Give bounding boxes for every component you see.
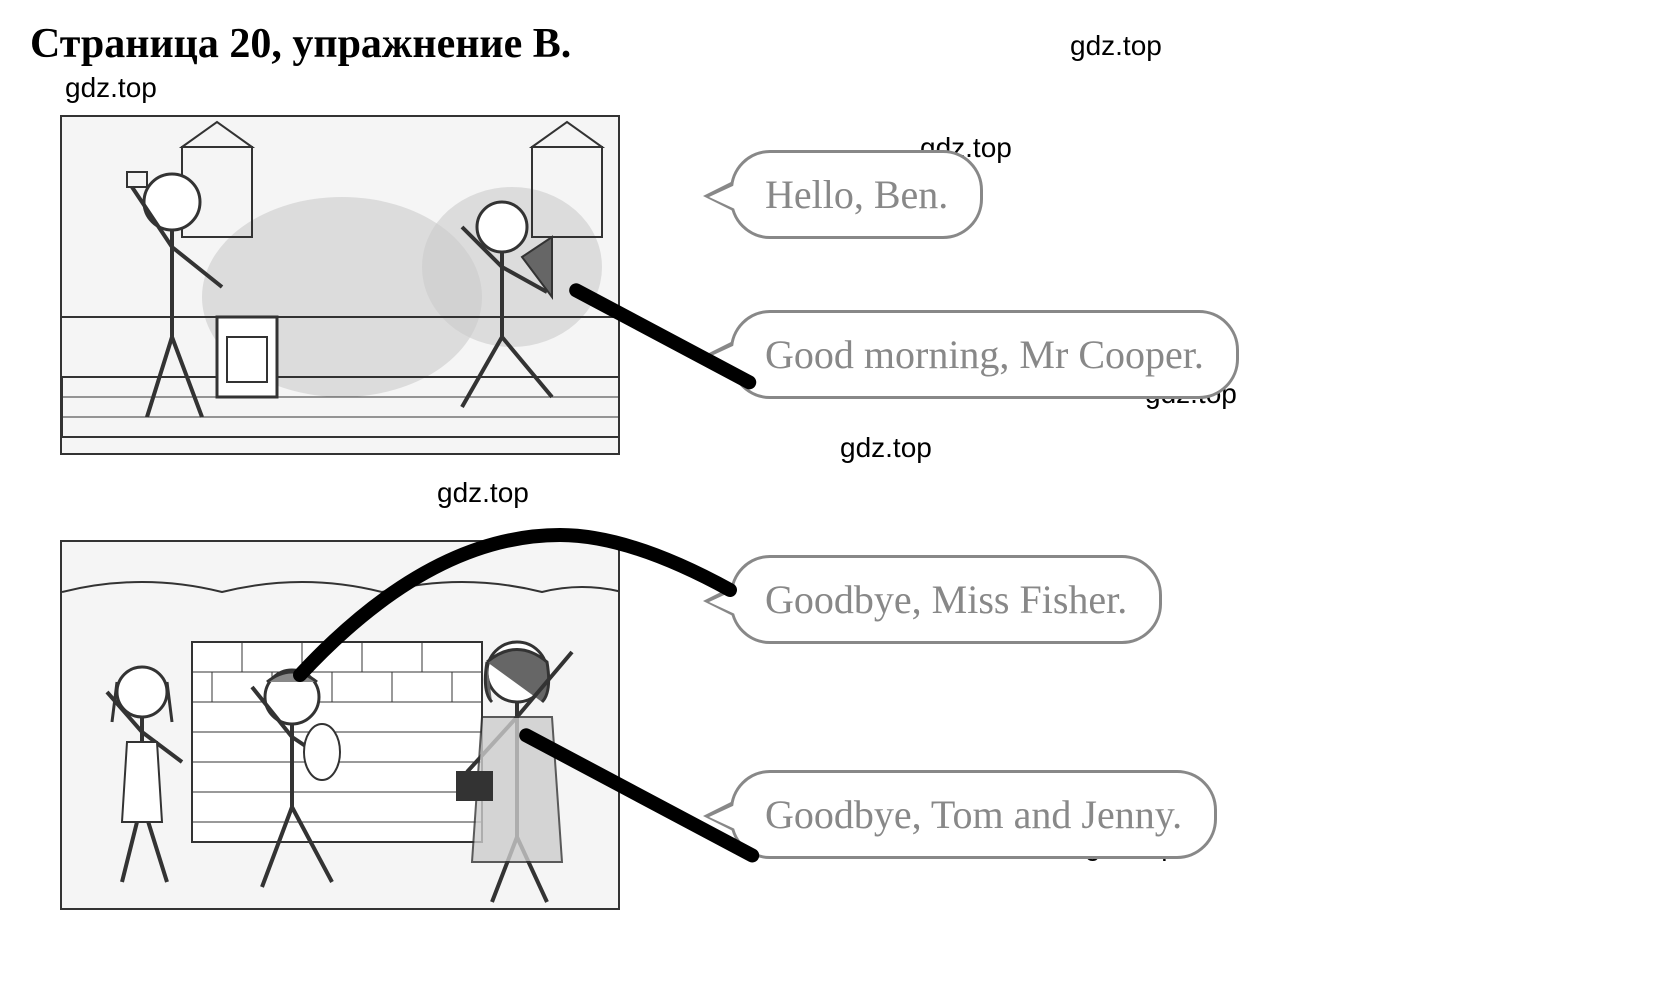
speech-bubble-goodbye-tom-jenny: Goodbye, Tom and Jenny. [730,770,1217,859]
scene-1-svg [62,117,620,455]
watermark: gdz.top [65,72,157,104]
watermark: gdz.top [840,432,932,464]
watermark: gdz.top [437,477,529,509]
speech-bubble-goodbye-fisher: Goodbye, Miss Fisher. [730,555,1162,644]
connector-curve-1 [280,525,760,705]
page-title: Страница 20, упражнение В. [30,20,571,68]
illustration-scene-1 [60,115,620,455]
speech-bubble-hello-ben: Hello, Ben. [730,150,983,239]
watermark: gdz.top [1070,30,1162,62]
speech-bubble-good-morning: Good morning, Mr Cooper. [730,310,1239,399]
